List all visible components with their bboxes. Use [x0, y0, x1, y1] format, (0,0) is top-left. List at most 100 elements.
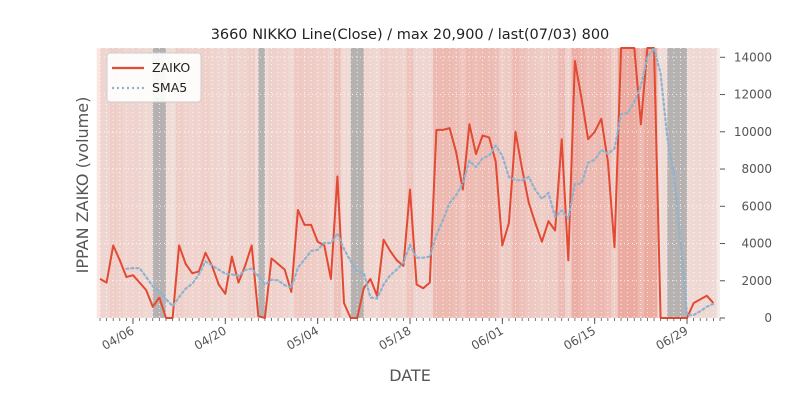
day-stripe [532, 48, 539, 318]
legend: ZAIKO SMA5 [106, 52, 202, 103]
x-tick-label: 06/29 [654, 323, 691, 352]
day-stripe [505, 48, 513, 318]
y-tick-label: 14000 [734, 50, 772, 64]
closed-band [350, 48, 364, 318]
day-stripe [268, 48, 275, 318]
day-stripe [169, 48, 176, 318]
day-stripe [545, 48, 552, 318]
day-stripe [710, 48, 717, 318]
y-tick-label: 2000 [741, 274, 772, 288]
day-stripe [419, 48, 427, 318]
x-tick-label: 06/01 [469, 323, 506, 352]
day-stripe [380, 48, 387, 318]
day-stripe [400, 48, 407, 318]
day-stripe [499, 48, 506, 318]
day-stripe [255, 48, 262, 318]
day-stripe [624, 48, 631, 318]
day-stripe [327, 48, 335, 318]
day-stripe [485, 48, 493, 318]
x-tick-label: 05/18 [377, 323, 414, 352]
day-stripe [551, 48, 559, 318]
day-stripe [96, 48, 104, 318]
day-stripe [162, 48, 170, 318]
day-stripe [287, 48, 295, 318]
day-stripe [452, 48, 460, 318]
closed-band [258, 48, 265, 318]
day-stripe [241, 48, 249, 318]
day-stripe [129, 48, 137, 318]
day-stripe [373, 48, 381, 318]
day-stripe [136, 48, 143, 318]
day-stripe [314, 48, 321, 318]
day-stripe [472, 48, 480, 318]
day-stripe [195, 48, 203, 318]
x-tick-label: 04/06 [100, 323, 137, 352]
day-stripes [96, 48, 717, 318]
day-stripe [525, 48, 533, 318]
y-tick-label: 12000 [734, 88, 772, 102]
day-stripe [439, 48, 447, 318]
day-stripe [597, 48, 605, 318]
day-stripe [202, 48, 209, 318]
series-line-zaiko [99, 47, 715, 319]
day-stripe [512, 48, 519, 318]
day-stripe [208, 48, 216, 318]
y-tick-label: 4000 [741, 237, 772, 251]
day-stripe [426, 48, 434, 318]
day-stripe [413, 48, 420, 318]
y-tick-label: 6000 [741, 199, 772, 213]
legend-label-sma5: SMA5 [152, 80, 187, 95]
x-axis: 04/06 04/20 05/04 05/18 06/01 06/15 06/29 [100, 318, 721, 353]
day-stripe [657, 48, 664, 318]
day-stripe [630, 48, 638, 318]
day-stripe [538, 48, 546, 318]
legend-box [106, 52, 202, 103]
day-stripe [142, 48, 150, 318]
day-stripe [604, 48, 612, 318]
day-stripe [301, 48, 308, 318]
day-stripe [175, 48, 183, 318]
day-stripe [116, 48, 124, 318]
legend-label-zaiko: ZAIKO [152, 60, 190, 75]
day-stripe [617, 48, 625, 318]
x-tick-label: 06/15 [561, 323, 598, 352]
day-stripe [123, 48, 130, 318]
day-stripe [466, 48, 473, 318]
day-stripe [281, 48, 288, 318]
day-stripe [307, 48, 315, 318]
day-stripe [611, 48, 618, 318]
day-stripe [274, 48, 282, 318]
series-line-sma5 [125, 46, 715, 317]
closed-bands [152, 48, 688, 318]
day-stripe [565, 48, 572, 318]
day-stripe [703, 48, 711, 318]
day-stripe [446, 48, 453, 318]
closed-band [667, 48, 688, 318]
day-stripe [189, 48, 196, 318]
day-stripe [518, 48, 526, 318]
day-stripe [393, 48, 401, 318]
y-tick-label: 0 [764, 311, 772, 325]
day-stripe [558, 48, 565, 318]
day-stripe [248, 48, 255, 318]
day-stripe [109, 48, 117, 318]
day-stripe [696, 48, 704, 318]
day-stripe [294, 48, 302, 318]
day-stripe [637, 48, 645, 318]
y-axis: 0 2000 4000 6000 8000 10000 12000 14000 [720, 50, 772, 325]
day-stripe [584, 48, 592, 318]
day-stripe [340, 48, 348, 318]
x-tick-label: 04/20 [192, 323, 229, 352]
day-stripe [644, 48, 651, 318]
closed-band [152, 48, 166, 318]
series-group [99, 46, 715, 319]
day-stripe [690, 48, 697, 318]
day-stripe [650, 48, 658, 318]
day-stripe [406, 48, 414, 318]
day-stripe [591, 48, 598, 318]
day-stripe [222, 48, 229, 318]
y-tick-label: 8000 [741, 162, 772, 176]
x-axis-label: DATE [389, 366, 431, 385]
day-stripe [103, 48, 110, 318]
